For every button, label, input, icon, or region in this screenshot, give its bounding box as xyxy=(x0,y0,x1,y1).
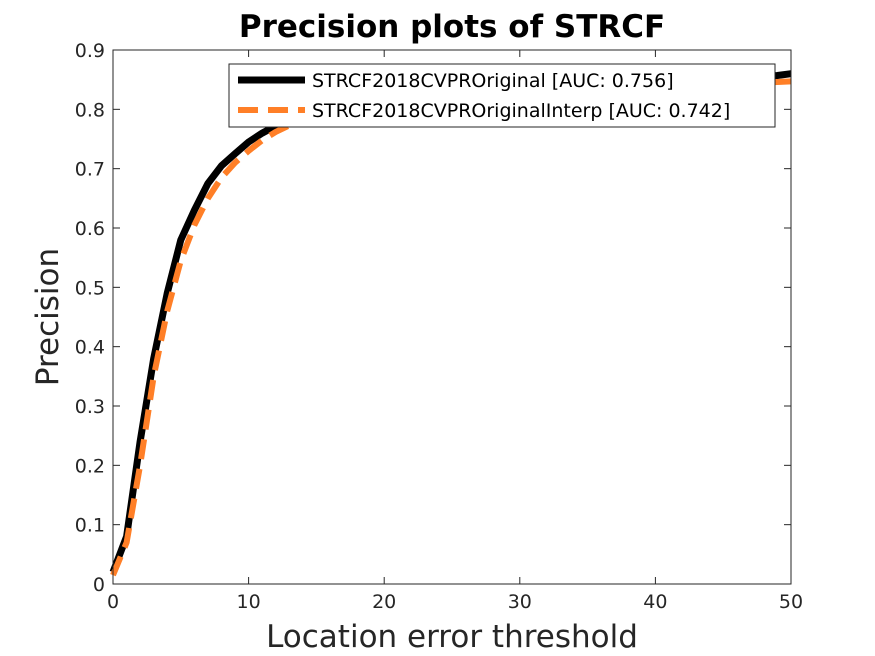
y-tick-label: 0.6 xyxy=(75,218,105,240)
y-tick-label: 0.3 xyxy=(75,396,105,418)
y-axis-label: Precision xyxy=(30,248,66,386)
x-axis-label: Location error threshold xyxy=(266,619,638,655)
y-tick-label: 0.7 xyxy=(75,159,105,181)
axes-box xyxy=(112,49,792,585)
legend-label-2: STRCF2018CVPROriginalInterp [AUC: 0.742] xyxy=(312,100,730,122)
y-tick-label: 0.1 xyxy=(75,515,105,537)
y-tick-label: 0.2 xyxy=(75,455,105,477)
x-tick-label: 50 xyxy=(779,591,803,613)
y-tick-label: 0 xyxy=(93,574,105,596)
x-axis-ticks: 0 10 20 30 40 50 xyxy=(107,50,803,613)
x-tick-label: 10 xyxy=(237,591,261,613)
y-axis-ticks: 0 0.1 0.2 0.3 0.4 0.5 0.6 0.7 0.8 0.9 xyxy=(75,40,791,596)
y-tick-label: 0.5 xyxy=(75,277,105,299)
x-tick-label: 40 xyxy=(643,591,667,613)
legend-items: STRCF2018CVPROriginal [AUC: 0.756] STRCF2… xyxy=(238,70,730,122)
series-line-2 xyxy=(110,78,792,577)
legend-box xyxy=(228,63,776,128)
legend-label-1: STRCF2018CVPROriginal [AUC: 0.756] xyxy=(312,70,674,92)
chart-title: Precision plots of STRCF xyxy=(239,9,665,45)
x-tick-label: 30 xyxy=(508,591,532,613)
x-tick-label: 20 xyxy=(372,591,396,613)
legend: STRCF2018CVPROriginal [AUC: 0.756] STRCF2… xyxy=(228,63,776,128)
y-tick-label: 0.9 xyxy=(75,40,105,62)
series-line-1 xyxy=(109,70,792,574)
y-tick-label: 0.8 xyxy=(75,99,105,121)
series-layer xyxy=(109,70,792,577)
x-tick-label: 0 xyxy=(107,591,119,613)
y-tick-label: 0.4 xyxy=(75,337,105,359)
